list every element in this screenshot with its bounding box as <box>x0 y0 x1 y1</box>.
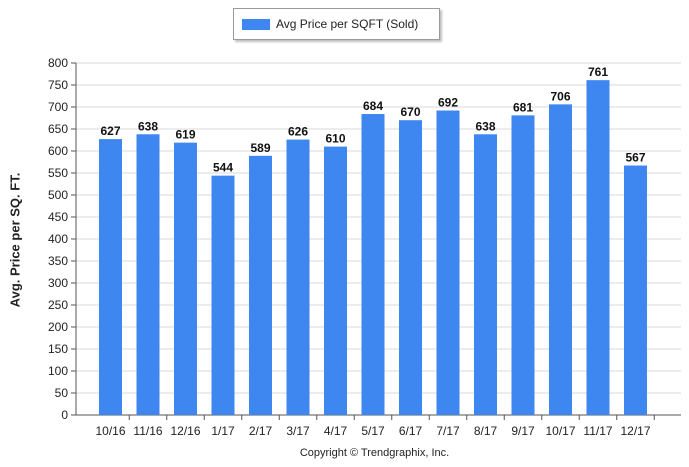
y-tick-label: 100 <box>48 364 68 378</box>
data-label: 610 <box>325 132 345 146</box>
bar <box>361 114 385 415</box>
x-tick-label: 11/17 <box>583 424 612 438</box>
y-tick-label: 400 <box>48 232 68 246</box>
x-tick-label: 1/17 <box>211 424 235 438</box>
data-label: 589 <box>250 141 270 155</box>
data-label: 684 <box>363 99 383 113</box>
y-tick-label: 600 <box>48 144 68 158</box>
y-tick-label: 150 <box>48 342 68 356</box>
y-tick-label: 500 <box>48 188 68 202</box>
legend-label: Avg Price per SQFT (Sold) <box>276 17 419 31</box>
y-tick-label: 50 <box>55 386 69 400</box>
x-tick-label: 8/17 <box>474 424 498 438</box>
y-tick-label: 300 <box>48 276 68 290</box>
x-tick-label: 10/16 <box>95 424 125 438</box>
data-label: 681 <box>513 100 533 114</box>
legend: Avg Price per SQFT (Sold) <box>233 8 440 40</box>
y-tick-label: 700 <box>48 100 68 114</box>
y-tick-label: 350 <box>48 254 68 268</box>
bar <box>549 104 572 416</box>
data-label: 638 <box>475 119 495 133</box>
data-label: 619 <box>175 128 195 142</box>
bar <box>586 80 610 415</box>
y-tick-label: 450 <box>48 210 68 224</box>
x-tick-label: 12/17 <box>620 424 650 438</box>
x-tick-label: 11/16 <box>133 424 162 438</box>
y-tick-label: 650 <box>48 122 68 136</box>
data-label: 626 <box>288 125 308 139</box>
data-label: 567 <box>625 151 645 165</box>
copyright-text: Copyright © Trendgraphix, Inc. <box>299 447 450 459</box>
bar <box>99 139 122 415</box>
bar <box>174 142 197 415</box>
y-tick-label: 800 <box>48 56 68 70</box>
legend-swatch <box>242 18 270 30</box>
y-tick-label: 0 <box>61 408 68 422</box>
bar <box>474 134 497 415</box>
x-tick-label: 3/17 <box>286 424 310 438</box>
bar <box>399 120 422 415</box>
y-tick-label: 750 <box>48 78 68 92</box>
bar <box>249 155 272 415</box>
x-tick-label: 9/17 <box>511 424 535 438</box>
x-tick-label: 5/17 <box>361 424 385 438</box>
data-label: 670 <box>400 105 420 119</box>
bar <box>136 134 160 415</box>
x-tick-label: 7/17 <box>436 424 460 438</box>
bar <box>624 165 647 415</box>
bar <box>436 110 460 416</box>
data-label: 706 <box>550 89 570 103</box>
bar <box>286 139 310 415</box>
data-label: 627 <box>100 124 120 138</box>
x-tick-label: 10/17 <box>545 424 575 438</box>
x-tick-label: 12/16 <box>170 424 200 438</box>
x-tick-label: 6/17 <box>399 424 423 438</box>
data-label: 692 <box>438 96 458 110</box>
bar <box>211 175 235 415</box>
y-tick-label: 200 <box>48 320 68 334</box>
y-tick-label: 250 <box>48 298 68 312</box>
x-tick-label: 4/17 <box>324 424 348 438</box>
y-tick-label: 550 <box>48 166 68 180</box>
x-tick-label: 2/17 <box>249 424 273 438</box>
data-label: 761 <box>588 65 608 79</box>
data-label: 544 <box>213 161 233 175</box>
bar <box>511 115 535 416</box>
data-label: 638 <box>138 119 158 133</box>
y-axis-label: Avg. Price per SQ. FT. <box>7 172 23 308</box>
bar <box>324 146 347 415</box>
